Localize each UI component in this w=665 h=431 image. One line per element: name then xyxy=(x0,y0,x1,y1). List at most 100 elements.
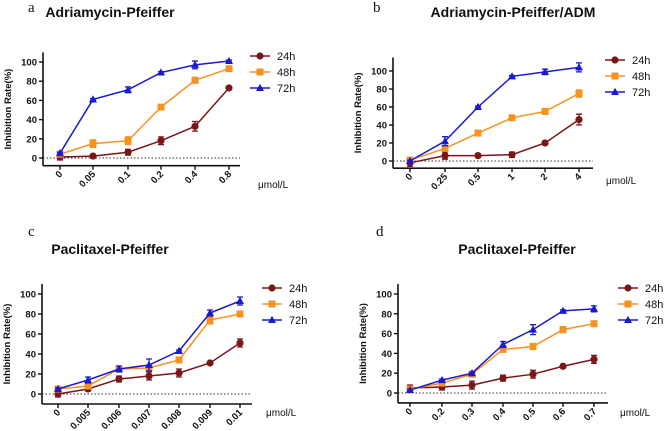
y-tick-label: 60 xyxy=(376,103,387,114)
x-tick-label: 0.05 xyxy=(77,169,98,190)
y-tick-label: 0 xyxy=(387,389,392,400)
chart-title: Adriamycin-Pfeiffer xyxy=(45,4,175,20)
data-point xyxy=(115,375,123,383)
data-point xyxy=(541,67,549,75)
legend-item-48h: 48h xyxy=(250,67,295,79)
chart-title: Adriamycin-Pfeiffer/ADM xyxy=(431,4,596,20)
series-line xyxy=(59,60,230,154)
data-point xyxy=(441,144,449,152)
data-point xyxy=(157,68,165,76)
x-tick-label: 1 xyxy=(506,171,518,183)
data-point xyxy=(157,137,165,145)
y-axis-label: Inhibition Rate(%) xyxy=(3,69,14,150)
data-point xyxy=(145,360,153,368)
data-point xyxy=(89,152,97,160)
legend-label: 24h xyxy=(645,283,663,295)
legend-marker-icon xyxy=(256,68,264,76)
legend-label: 24h xyxy=(277,51,295,63)
data-point xyxy=(175,356,183,364)
legend-marker-icon xyxy=(256,52,264,60)
x-tick-label: 0 xyxy=(52,407,64,419)
legend-marker-icon xyxy=(624,300,632,308)
x-tick-label: 0.008 xyxy=(160,407,185,431)
data-point xyxy=(474,152,482,160)
data-point xyxy=(499,374,507,382)
legend-label: 72h xyxy=(645,315,663,327)
series-72h xyxy=(406,304,598,394)
data-point xyxy=(541,108,549,115)
data-point xyxy=(499,345,507,353)
data-point xyxy=(541,139,549,147)
panel-label: a xyxy=(28,0,35,16)
legend-marker-icon xyxy=(268,315,276,323)
data-point xyxy=(115,364,123,372)
x-tick-label: 0.3 xyxy=(460,406,477,423)
legend-marker-icon xyxy=(611,56,619,64)
data-point xyxy=(56,149,64,157)
y-tick-label: 80 xyxy=(26,77,37,88)
series-line xyxy=(409,118,580,164)
data-point xyxy=(468,381,476,389)
x-tick-label: 0.2 xyxy=(430,406,447,423)
y-tick-label: 100 xyxy=(21,58,37,69)
data-point xyxy=(441,152,449,160)
data-point xyxy=(575,90,583,97)
data-point xyxy=(529,370,537,378)
y-axis-label: Inhibition Rate(%) xyxy=(358,303,369,384)
legend-item-24h: 24h xyxy=(250,51,295,63)
legend-label: 24h xyxy=(632,55,650,67)
data-point xyxy=(474,102,482,110)
data-point xyxy=(225,65,233,73)
panel-label: b xyxy=(373,0,381,16)
data-point xyxy=(225,56,233,65)
x-tick-label: 0.6 xyxy=(551,406,568,423)
y-tick-label: 60 xyxy=(25,330,36,341)
legend-label: 24h xyxy=(289,283,307,295)
legend-label: 48h xyxy=(277,67,295,79)
series-line xyxy=(59,68,230,155)
legend-marker-icon xyxy=(611,72,619,80)
y-tick-label: 20 xyxy=(376,139,387,150)
data-point xyxy=(559,306,567,314)
data-point xyxy=(468,369,476,377)
y-tick-label: 80 xyxy=(376,85,387,96)
chart-title: Paclitaxel-Pfeiffer xyxy=(458,241,576,257)
x-tick-label: 0 xyxy=(54,169,66,181)
y-tick-label: 0 xyxy=(382,157,387,168)
data-point xyxy=(508,114,516,122)
y-tick-label: 20 xyxy=(25,370,36,381)
data-point xyxy=(206,359,214,367)
y-tick-label: 100 xyxy=(376,290,392,301)
legend-marker-icon xyxy=(256,83,264,91)
panel-label: c xyxy=(28,224,35,240)
data-point xyxy=(124,85,132,93)
series-48h xyxy=(56,65,233,158)
legend-label: 72h xyxy=(289,315,307,327)
y-tick-label: 40 xyxy=(381,349,392,360)
data-point xyxy=(124,137,132,145)
x-axis-unit: μmol/L xyxy=(620,408,651,419)
data-point xyxy=(236,339,244,347)
data-point xyxy=(54,384,62,392)
x-tick-label: 0.4 xyxy=(183,169,201,187)
legend-marker-icon xyxy=(268,300,276,308)
series-72h xyxy=(54,296,244,392)
y-tick-label: 100 xyxy=(20,290,36,301)
data-point xyxy=(575,63,583,71)
x-tick-label: 0 xyxy=(404,172,416,184)
data-point xyxy=(499,340,507,348)
panel-label: d xyxy=(376,224,384,240)
legend-label: 72h xyxy=(277,83,295,95)
y-tick-label: 60 xyxy=(26,96,37,107)
data-point xyxy=(441,137,449,145)
data-point xyxy=(590,320,598,328)
y-tick-label: 0 xyxy=(31,390,36,401)
x-tick-label: 0.2 xyxy=(149,169,166,186)
legend-label: 72h xyxy=(632,87,650,99)
legend-marker-icon xyxy=(624,315,632,323)
data-point xyxy=(225,84,233,92)
data-point xyxy=(236,310,244,318)
data-point xyxy=(236,296,244,304)
data-point xyxy=(508,151,516,159)
